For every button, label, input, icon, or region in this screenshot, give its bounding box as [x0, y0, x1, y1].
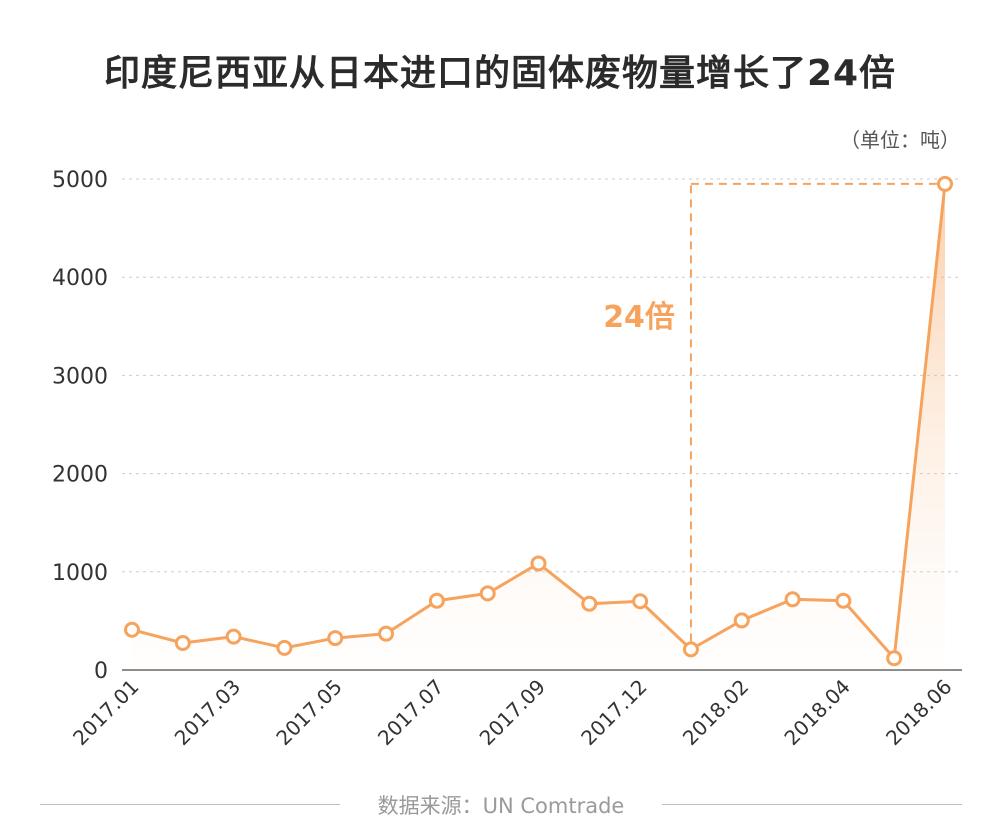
x-tick-label-2018.04: 2018.04 [779, 675, 854, 750]
annotation: 24倍 [603, 182, 937, 642]
chart-title: 印度尼西亚从日本进口的固体废物量增长了24倍 [103, 53, 897, 94]
point-2017.05 [327, 630, 344, 647]
source-divider-left [40, 804, 340, 805]
source-label: 数据来源：UN Comtrade [365, 794, 637, 818]
series-points [124, 175, 953, 667]
point-2017.03 [225, 628, 242, 645]
point-2018.02 [733, 612, 750, 629]
point-2017.09 [530, 555, 547, 572]
y-tick-label-2000: 2000 [52, 463, 108, 488]
x-tick-label-2017.01: 2017.01 [68, 675, 143, 750]
point-2017.06 [378, 625, 395, 642]
point-2017.04 [276, 639, 293, 656]
annotation-label: 24倍 [603, 300, 675, 335]
point-2017.01 [124, 621, 140, 638]
series-area [132, 183, 945, 670]
y-tick-label-4000: 4000 [52, 266, 108, 291]
point-2018.05 [886, 650, 903, 667]
y-tick-label-3000: 3000 [52, 364, 108, 389]
x-tick-label-2018.02: 2018.02 [678, 675, 753, 750]
point-2018.04 [835, 592, 852, 609]
x-tick-label-2018.06: 2018.06 [881, 675, 956, 750]
unit-label: （单位：吨） [840, 128, 960, 152]
x-tick-label-2017.07: 2017.07 [373, 675, 448, 750]
point-2018.01 [682, 641, 699, 658]
source-divider-right [662, 804, 962, 805]
x-tick-label-2017.05: 2017.05 [271, 675, 346, 750]
y-axis: 0 1000 2000 3000 4000 5000 [52, 168, 108, 684]
x-tick-label-2017.03: 2017.03 [170, 675, 245, 750]
point-2017.10 [581, 595, 598, 612]
point-2017.12 [632, 593, 649, 610]
y-tick-label-1000: 1000 [52, 561, 108, 586]
x-tick-label-2017.12: 2017.12 [576, 675, 651, 750]
point-2018.03 [784, 591, 801, 608]
area-fill [132, 183, 945, 670]
x-axis: 2017.01 2017.03 2017.05 2017.07 2017.09 2017.… [68, 675, 956, 750]
point-2017.08 [479, 585, 496, 602]
point-2017.07 [428, 592, 445, 609]
line-chart: 24倍 0 1000 2000 3000 4000 5000 2017.01 2017.03… [52, 168, 962, 750]
x-tick-label-2017.09: 2017.09 [475, 675, 550, 750]
point-2018.06 [937, 175, 953, 192]
y-tick-label-0: 0 [94, 659, 108, 684]
point-2017.02 [174, 634, 191, 651]
source-footer: 数据来源：UN Comtrade [40, 790, 962, 820]
y-tick-label-5000: 5000 [52, 168, 108, 193]
